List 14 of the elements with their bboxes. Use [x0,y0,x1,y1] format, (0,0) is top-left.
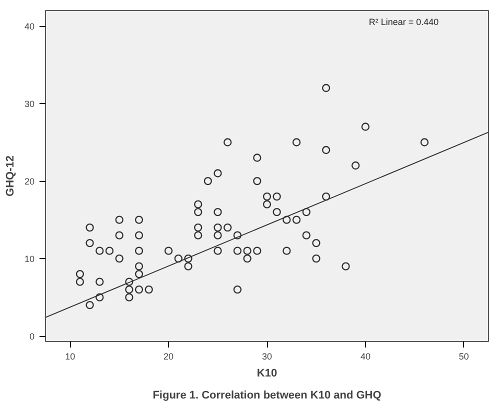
text: Figure 1. Correlation between K10 and GHQ [152,390,382,402]
x-tick-label: 20 [164,352,174,362]
y-tick-label: 10 [24,254,35,264]
x-tick-label: 30 [262,352,272,362]
y-axis-title: GHQ-12 [4,156,16,196]
y-tick-label: 20 [24,176,35,187]
annotation: R² Linear = 0.440 [368,17,439,28]
y-tick-label: 0 [29,332,35,342]
x-tick-label: 40 [360,352,370,362]
x-tick-label: 50 [458,352,469,362]
x-tick-label: 10 [65,352,76,362]
x-axis-title: K10 [256,368,278,380]
y-tick-label: 40 [24,22,35,32]
y-tick-label: 30 [24,99,35,110]
